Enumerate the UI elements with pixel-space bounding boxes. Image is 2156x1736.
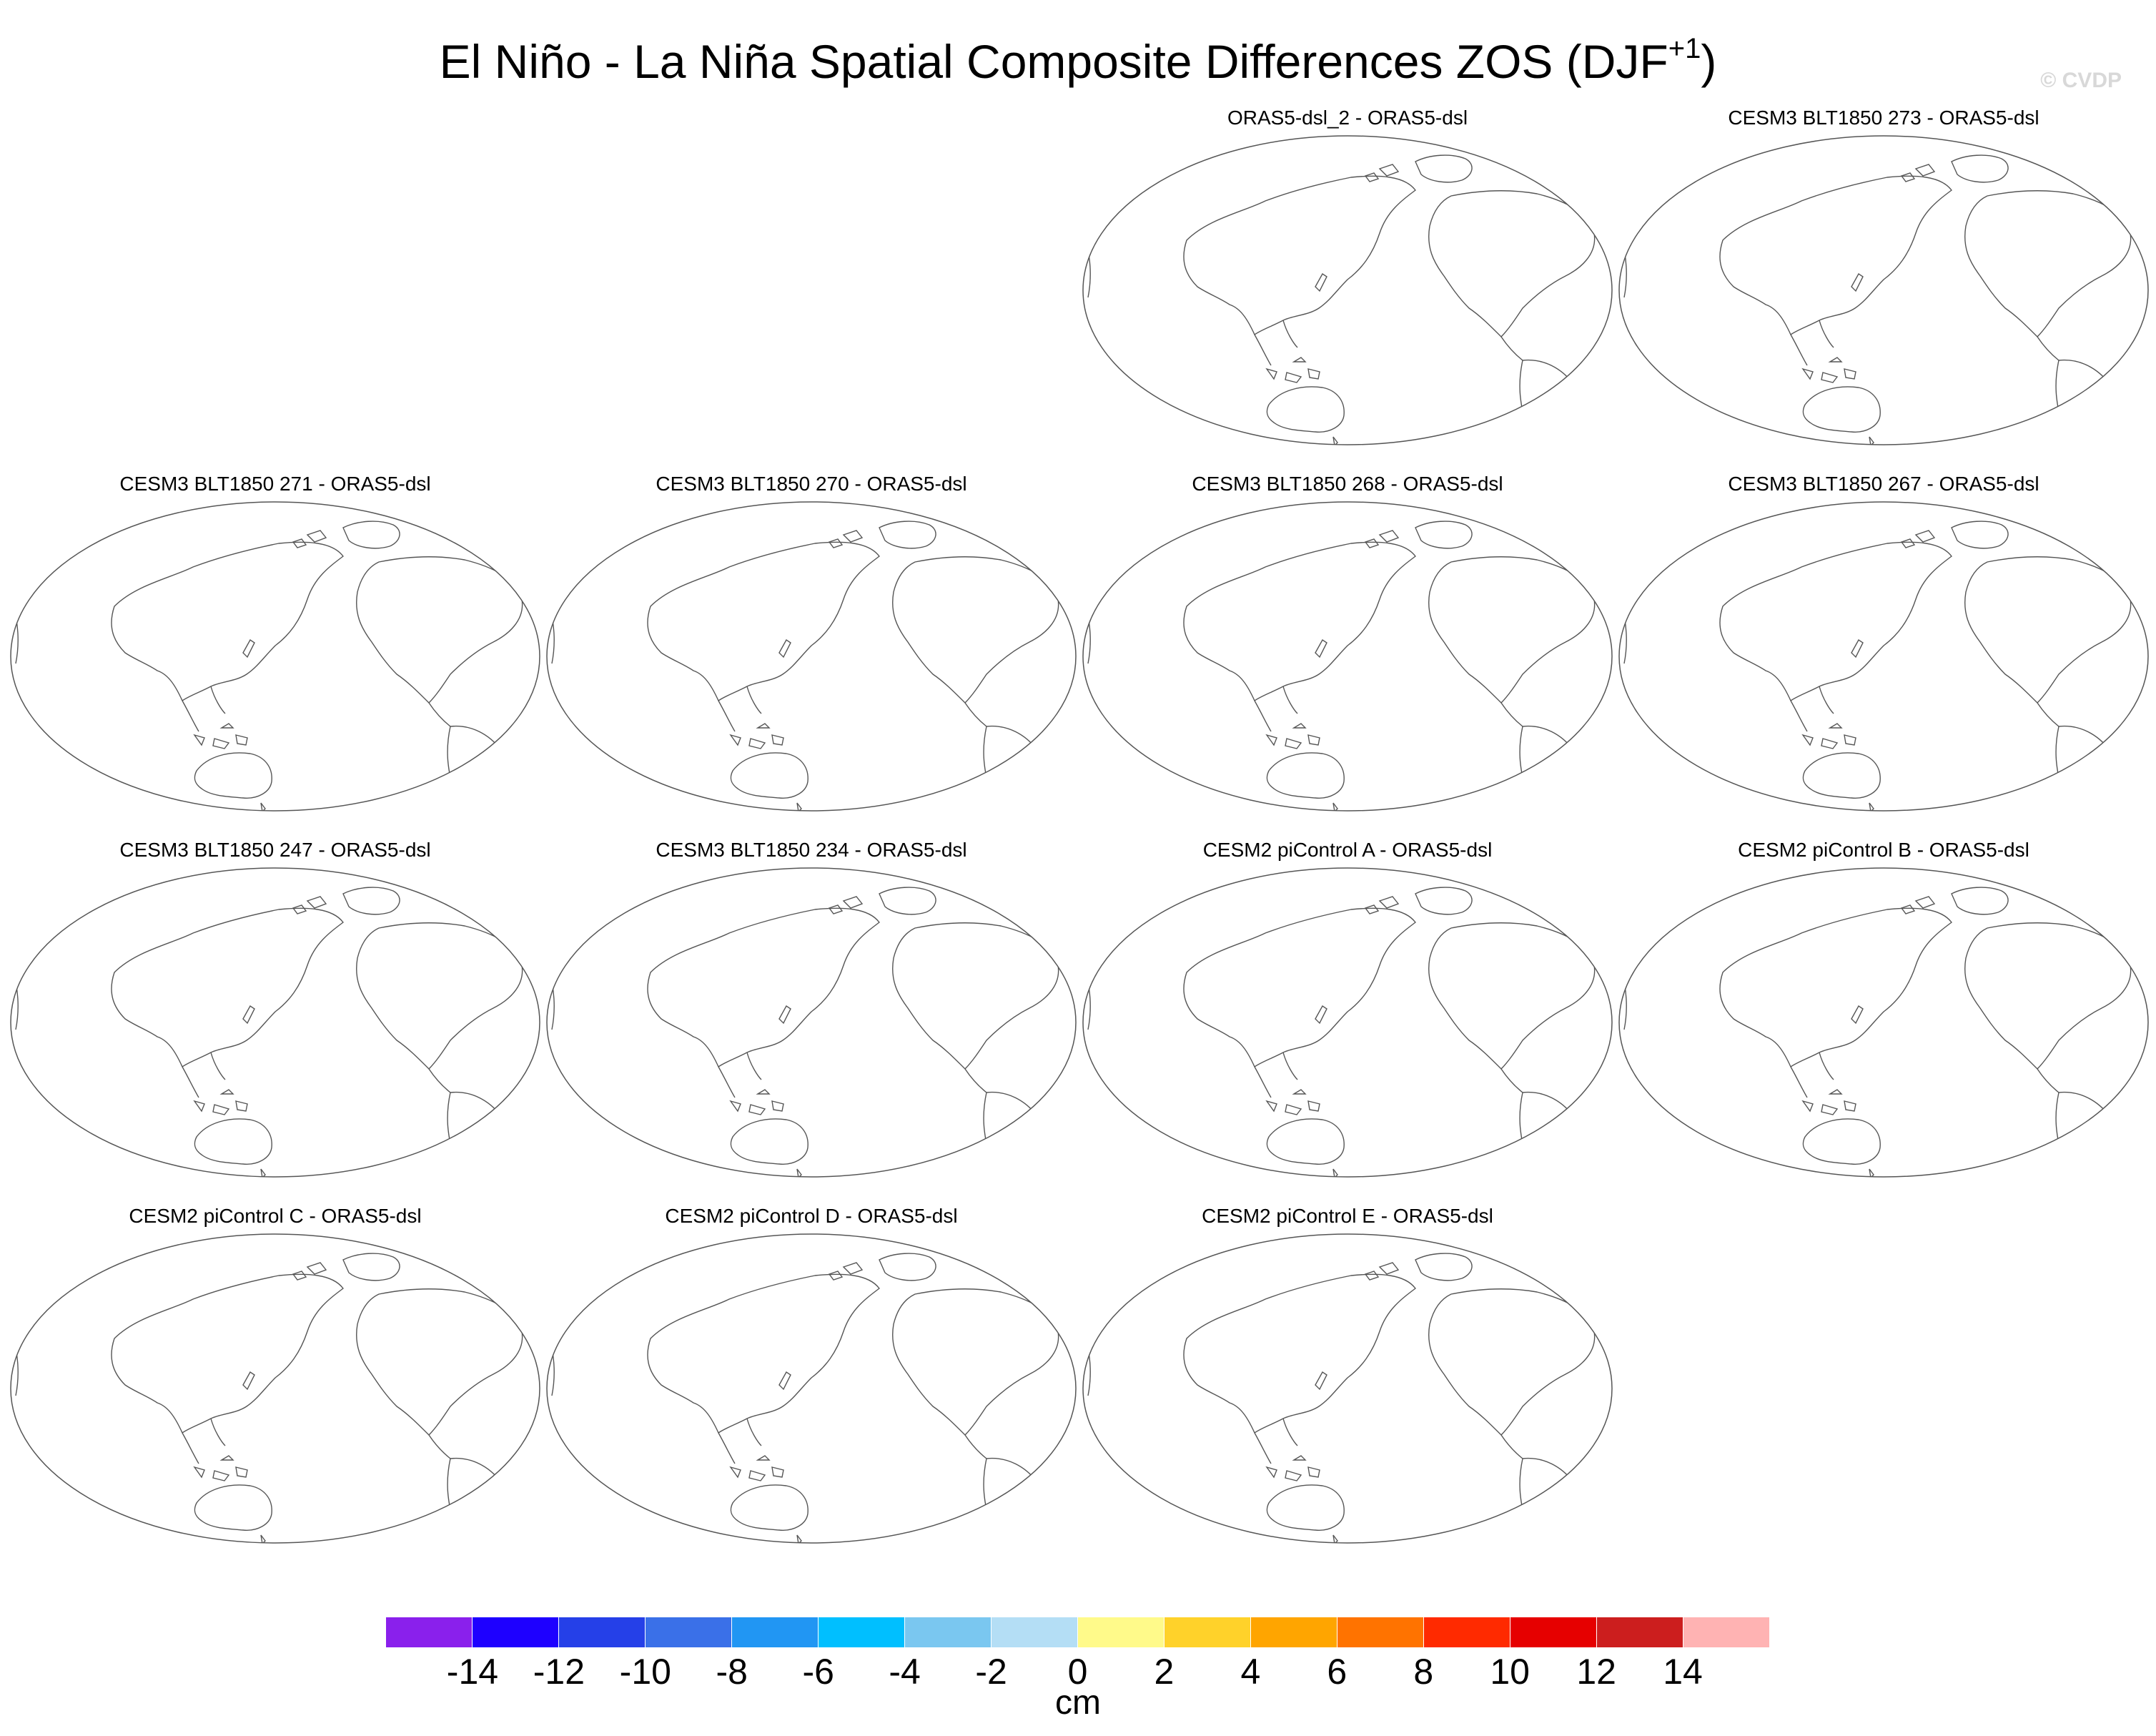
map-frame <box>1082 867 1613 1178</box>
colorbar-tick-label: 2 <box>1154 1652 1175 1692</box>
colorbar-swatch <box>819 1617 905 1647</box>
panel-title: CESM2 piControl B - ORAS5-dsl <box>1738 839 2029 861</box>
colorbar-swatch <box>1164 1617 1251 1647</box>
map-frame <box>1082 135 1613 445</box>
colorbar <box>386 1617 1769 1647</box>
colorbar-tick-label: -10 <box>619 1652 671 1692</box>
colorbar-swatch <box>992 1617 1078 1647</box>
colorbar-swatch <box>1337 1617 1424 1647</box>
map-frame <box>1082 1233 1613 1544</box>
map-svg <box>10 501 540 812</box>
map-panel: CESM3 BLT1850 270 - ORAS5-dsl <box>543 472 1079 812</box>
map-frame <box>546 867 1077 1178</box>
colorbar-swatch <box>1424 1617 1510 1647</box>
colorbar-tick-label: -2 <box>975 1652 1007 1692</box>
map-svg <box>1618 867 2149 1178</box>
map-panel: CESM2 piControl C - ORAS5-dsl <box>7 1204 543 1544</box>
colorbar-swatch <box>646 1617 732 1647</box>
map-svg <box>546 1233 1077 1544</box>
figure-title-close: ) <box>1701 35 1717 88</box>
map-panel: CESM3 BLT1850 268 - ORAS5-dsl <box>1079 472 1616 812</box>
colorbar-swatch <box>559 1617 646 1647</box>
panel-title: CESM2 piControl D - ORAS5-dsl <box>665 1205 958 1227</box>
panel-title: CESM3 BLT1850 247 - ORAS5-dsl <box>119 839 431 861</box>
colorbar-tick-label: -4 <box>889 1652 921 1692</box>
panel-title: CESM3 BLT1850 234 - ORAS5-dsl <box>656 839 967 861</box>
colorbar-swatch <box>1078 1617 1164 1647</box>
map-svg <box>1082 501 1613 812</box>
colorbar-tick-label: 8 <box>1413 1652 1434 1692</box>
map-panel: CESM3 BLT1850 247 - ORAS5-dsl <box>7 838 543 1178</box>
map-panel: CESM2 piControl D - ORAS5-dsl <box>543 1204 1079 1544</box>
map-frame <box>10 867 540 1178</box>
colorbar-tick-label: -12 <box>533 1652 585 1692</box>
colorbar-tick-label: -8 <box>716 1652 748 1692</box>
colorbar-tick-label: 4 <box>1240 1652 1261 1692</box>
colorbar-tick-label: -14 <box>446 1652 499 1692</box>
colorbar-swatch <box>473 1617 559 1647</box>
panel-title: CESM3 BLT1850 273 - ORAS5-dsl <box>1728 107 2039 129</box>
panel-title: ORAS5-dsl_2 - ORAS5-dsl <box>1227 107 1468 129</box>
map-svg <box>546 867 1077 1178</box>
map-frame <box>10 501 540 812</box>
map-panel: CESM2 piControl E - ORAS5-dsl <box>1079 1204 1616 1544</box>
map-panel: CESM3 BLT1850 273 - ORAS5-dsl <box>1616 106 2152 445</box>
map-panel: CESM3 BLT1850 267 - ORAS5-dsl <box>1616 472 2152 812</box>
colorbar-tick-label: 10 <box>1490 1652 1530 1692</box>
map-frame <box>10 1233 540 1544</box>
colorbar-tick-label: 14 <box>1663 1652 1703 1692</box>
panel-title: CESM3 BLT1850 268 - ORAS5-dsl <box>1192 473 1503 495</box>
panel-title: CESM3 BLT1850 270 - ORAS5-dsl <box>656 473 967 495</box>
map-svg <box>1618 135 2149 445</box>
map-svg <box>1082 867 1613 1178</box>
figure-title: El Niño - La Niña Spatial Composite Diff… <box>0 20 2156 90</box>
map-svg <box>546 501 1077 812</box>
map-frame <box>546 501 1077 812</box>
colorbar-swatch <box>905 1617 992 1647</box>
map-frame <box>1618 135 2149 445</box>
map-svg <box>1082 135 1613 445</box>
watermark: © CVDP <box>2040 69 2122 92</box>
colorbar-tick-label: 6 <box>1327 1652 1348 1692</box>
map-svg <box>10 867 540 1178</box>
panel-title: CESM3 BLT1850 267 - ORAS5-dsl <box>1728 473 2039 495</box>
colorbar-swatch <box>1683 1617 1769 1647</box>
map-frame <box>1082 501 1613 812</box>
panel-title: CESM2 piControl A - ORAS5-dsl <box>1202 839 1493 861</box>
map-panel: ORAS5-dsl_2 - ORAS5-dsl <box>1079 106 1616 445</box>
map-svg <box>1082 1233 1613 1544</box>
map-panel: CESM3 BLT1850 234 - ORAS5-dsl <box>543 838 1079 1178</box>
coastlines <box>1084 154 1596 445</box>
colorbar-swatch <box>1251 1617 1337 1647</box>
map-svg <box>1618 501 2149 812</box>
map-frame <box>1618 501 2149 812</box>
panel-title: CESM3 BLT1850 271 - ORAS5-dsl <box>119 473 431 495</box>
map-svg <box>10 1233 540 1544</box>
colorbar-swatch <box>732 1617 819 1647</box>
colorbar-swatch <box>386 1617 473 1647</box>
coastlines <box>12 521 523 811</box>
figure-title-superscript: +1 <box>1668 33 1701 64</box>
colorbar-tick-label: 0 <box>1067 1652 1088 1692</box>
colorbar-tick-label: -6 <box>802 1652 834 1692</box>
panel-title: CESM2 piControl C - ORAS5-dsl <box>129 1205 422 1227</box>
colorbar-swatch <box>1510 1617 1597 1647</box>
map-frame <box>1618 867 2149 1178</box>
figure-title-text: El Niño - La Niña Spatial Composite Diff… <box>439 35 1668 88</box>
map-frame <box>546 1233 1077 1544</box>
colorbar-tick-label: 12 <box>1576 1652 1616 1692</box>
panel-title: CESM2 piControl E - ORAS5-dsl <box>1202 1205 1493 1227</box>
map-panel: CESM3 BLT1850 271 - ORAS5-dsl <box>7 472 543 812</box>
map-panel: CESM2 piControl B - ORAS5-dsl <box>1616 838 2152 1178</box>
colorbar-unit: cm <box>1055 1684 1101 1722</box>
map-panel: CESM2 piControl A - ORAS5-dsl <box>1079 838 1616 1178</box>
colorbar-swatch <box>1597 1617 1683 1647</box>
